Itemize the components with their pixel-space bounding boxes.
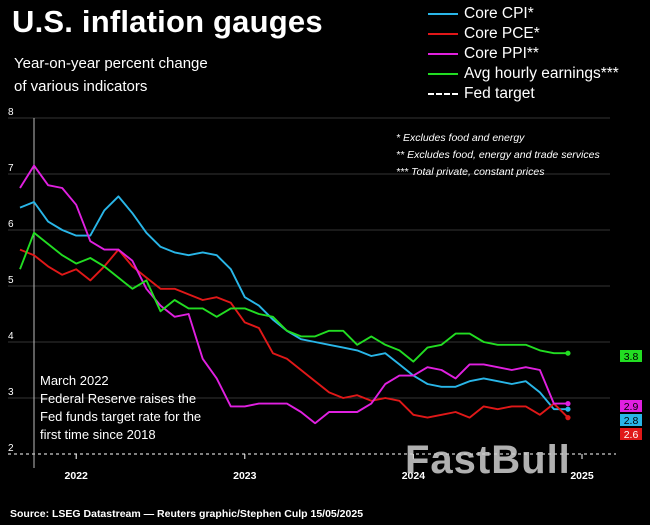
x-tick-2025: 2025 <box>570 470 594 482</box>
source-credit: Source: LSEG Datastream — Reuters graphi… <box>10 508 364 520</box>
x-tick-2022: 2022 <box>65 470 89 482</box>
y-tick-3: 3 <box>8 387 14 398</box>
legend-item-core-pce: Core PCE* <box>428 24 619 44</box>
chart-subtitle: Year-on-year percent change of various i… <box>14 52 274 98</box>
subtitle-line-2: of various indicators <box>14 78 148 95</box>
legend-swatch-core-pce <box>428 33 458 35</box>
series-endpoint-core_cpi <box>565 406 571 412</box>
x-tick-labels: 2022 2023 2024 2025 <box>65 454 594 482</box>
legend-item-avg-hourly: Avg hourly earnings*** <box>428 64 619 84</box>
end-label-avg_hourly: 3.8 <box>624 351 639 363</box>
legend-swatch-core-cpi <box>428 13 458 15</box>
end-label-core_cpi: 2.8 <box>624 415 639 427</box>
legend-swatch-avg-hourly <box>428 73 458 75</box>
annotation-line-2: Federal Reserve raises the <box>40 391 197 406</box>
page-title: U.S. inflation gauges <box>12 4 323 39</box>
y-tick-2: 2 <box>8 443 14 454</box>
watermark-logo: FastBull <box>405 438 571 482</box>
x-tick-2024: 2024 <box>402 470 426 482</box>
legend-item-core-ppi: Core PPI** <box>428 44 619 64</box>
footnote-3: *** Total private, constant prices <box>396 166 545 178</box>
legend-label-avg-hourly: Avg hourly earnings*** <box>464 65 619 82</box>
legend-label-core-pce: Core PCE* <box>464 25 540 42</box>
series-lines <box>19 164 571 425</box>
legend-item-fed-target: Fed target <box>428 84 619 104</box>
annotation-line-3: Fed funds target rate for the <box>40 409 202 424</box>
chart-legend: Core CPI* Core PCE* Core PPI** Avg hourl… <box>428 4 619 104</box>
y-tick-8: 8 <box>8 107 14 118</box>
y-tick-labels: 2 3 4 5 6 7 8 <box>8 107 14 454</box>
grid-lines <box>8 117 616 455</box>
footnote-1: * Excludes food and energy <box>396 132 525 144</box>
series-endpoint-core_pce <box>565 415 571 421</box>
x-tick-2023: 2023 <box>233 470 257 482</box>
legend-swatch-fed-target <box>428 93 458 95</box>
footnote-2: ** Excludes food, energy and trade servi… <box>396 149 600 161</box>
legend-label-core-cpi: Core CPI* <box>464 5 534 22</box>
end-label-core_ppi: 2.9 <box>624 401 639 413</box>
y-tick-7: 7 <box>8 163 14 174</box>
y-tick-6: 6 <box>8 219 14 230</box>
end-label-box-core_pce <box>620 428 642 440</box>
subtitle-line-1: Year-on-year percent change <box>14 55 208 72</box>
legend-item-core-cpi: Core CPI* <box>428 4 619 24</box>
legend-swatch-core-ppi <box>428 53 458 55</box>
annotation-line-1: March 2022 <box>40 373 109 388</box>
end-labels: 3.8 2.9 2.8 2.6 <box>620 350 642 441</box>
end-label-box-core_cpi <box>620 414 642 426</box>
series-line-core_ppi <box>19 164 568 425</box>
legend-label-fed-target: Fed target <box>464 85 535 102</box>
series-line-avg_hourly <box>19 231 568 363</box>
end-label-core_pce: 2.6 <box>624 429 639 441</box>
annotation-line-4: first time since 2018 <box>40 427 156 442</box>
end-label-box-core_ppi <box>620 400 642 412</box>
legend-label-core-ppi: Core PPI** <box>464 45 539 62</box>
series-line-core_pce <box>19 248 569 419</box>
chart-footnotes: * Excludes food and energy ** Excludes f… <box>396 130 600 181</box>
series-line-core_cpi <box>19 195 568 411</box>
y-tick-5: 5 <box>8 275 14 286</box>
end-label-box-avg_hourly <box>620 350 642 362</box>
series-endpoint-avg_hourly <box>565 350 571 356</box>
y-tick-4: 4 <box>8 331 14 342</box>
fed-rate-hike-annotation: March 2022 Federal Reserve raises the Fe… <box>40 372 220 444</box>
series-endpoint-core_ppi <box>565 401 571 407</box>
